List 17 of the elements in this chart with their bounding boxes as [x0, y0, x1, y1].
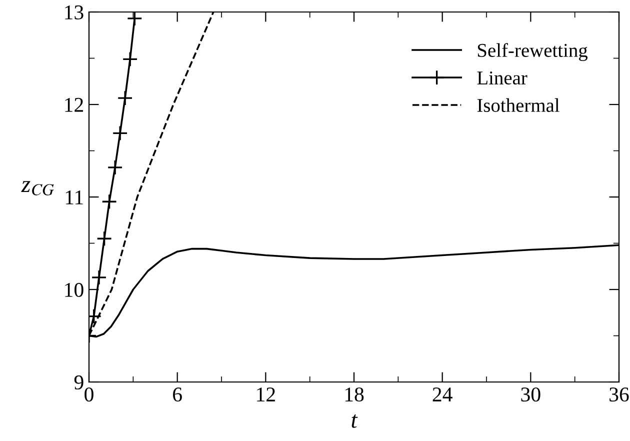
x-tick-label: 6	[173, 388, 182, 402]
x-tick-label: 24	[432, 388, 452, 402]
x-tick-label: 0	[84, 387, 94, 402]
x-tick-label: 30	[521, 387, 540, 402]
y-tick-label: 13	[65, 5, 84, 20]
y-tick-label: 10	[65, 282, 84, 297]
x-axis-title: t	[352, 414, 358, 428]
x-tick-label: 12	[257, 388, 275, 402]
x-tick-label: 36	[610, 388, 629, 402]
y-tick-label: 9	[74, 375, 84, 390]
y-tick-label: 12	[65, 98, 83, 112]
legend-label: Isothermal	[477, 98, 560, 112]
y-tick-label: 11	[66, 190, 83, 204]
legend-label: Linear	[477, 71, 528, 85]
legend-label: Self-rewetting	[478, 43, 588, 61]
x-tick-label: 18	[345, 387, 364, 402]
y-axis-title: z$_{CG}$	[21, 181, 54, 196]
